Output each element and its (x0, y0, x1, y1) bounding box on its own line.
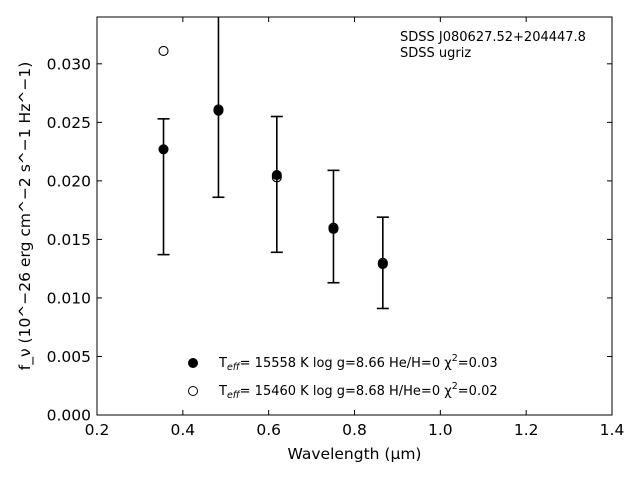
x-tick-label: 0.2 (85, 421, 110, 439)
model-point-h (158, 144, 169, 155)
x-tick-label: 0.6 (256, 421, 281, 439)
model-point-he (213, 104, 224, 115)
plot-frame (96, 16, 613, 416)
legend-marker-filled (188, 358, 198, 368)
legend-marker-open (188, 386, 198, 396)
model-point-he (271, 172, 282, 183)
data-markers (158, 45, 388, 270)
x-tick-label: 0.4 (171, 421, 196, 439)
axis-ticks: 0.2 0.4 0.6 0.8 1.0 1.2 1.4 0.000 0.005 0.010 0.01… (47, 17, 625, 439)
model-point-he (377, 257, 388, 268)
model-point-he (328, 222, 339, 233)
x-tick-label: 0.8 (342, 421, 367, 439)
annotation-object-name: SDSS J080627.52+204447.8 (400, 30, 586, 45)
x-tick-label: 1.2 (514, 421, 539, 439)
annotation-filters: SDSS ugriz (400, 46, 471, 61)
x-axis-label: Wavelength (μm) (288, 445, 422, 463)
y-axis-label: f_ν (10^−26 erg cm^−2 s^−1 Hz^−1) (16, 62, 35, 371)
y-tick-label: 0.010 (47, 289, 91, 307)
x-tick-label: 1.4 (600, 421, 625, 439)
y-tick-label: 0.015 (47, 231, 91, 249)
legend-entry-1: Teff= 15558 K log g=8.66 He/H=0 χ2=0.03 (218, 353, 498, 373)
y-tick-label: 0.020 (47, 172, 91, 190)
y-tick-label: 0.000 (47, 407, 91, 425)
legend-entry-2: Teff= 15460 K log g=8.68 H/He=0 χ2=0.02 (218, 381, 498, 401)
y-tick-label: 0.025 (47, 114, 91, 132)
y-tick-label: 0.030 (47, 55, 91, 73)
x-tick-label: 1.0 (428, 421, 453, 439)
y-tick-label: 0.005 (47, 348, 91, 366)
model-point-he (158, 45, 169, 56)
legend: Teff= 15558 K log g=8.66 He/H=0 χ2=0.03 … (188, 353, 498, 401)
model-point-h (271, 169, 282, 181)
